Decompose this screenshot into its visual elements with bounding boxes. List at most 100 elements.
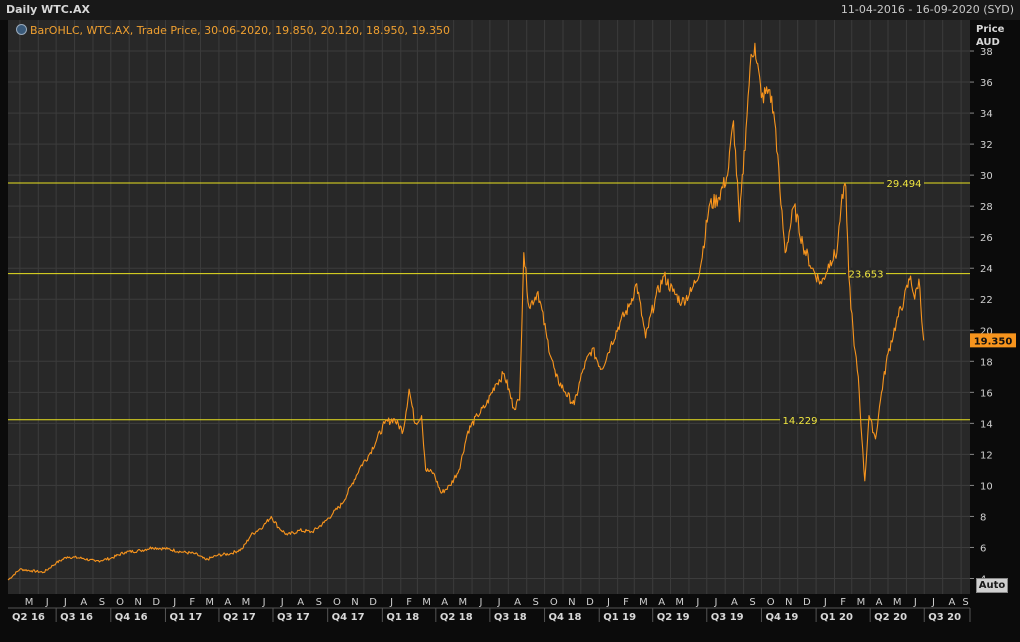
y-tick-label: 34 [980, 109, 993, 120]
x-quarter-label: Q2 18 [440, 612, 473, 623]
x-month-label: D [803, 597, 811, 608]
x-month-label: O [550, 597, 558, 608]
x-month-label: J [913, 597, 917, 608]
level-label: 23.653 [849, 270, 884, 281]
x-quarter-label: Q4 17 [332, 612, 365, 623]
y-axis-title-price: Price [976, 24, 1005, 35]
x-month-label: D [586, 597, 594, 608]
x-month-label: M [205, 597, 214, 608]
x-month-label: S [99, 597, 105, 608]
x-quarter-label: Q1 18 [386, 612, 419, 623]
x-month-label: D [369, 597, 377, 608]
last-price-marker: 19.350 [970, 333, 1016, 348]
x-month-label: O [767, 597, 775, 608]
x-month-label: M [857, 597, 866, 608]
x-month-label: O [116, 597, 124, 608]
x-month-label: N [134, 597, 141, 608]
x-quarter-label: Q2 16 [12, 612, 45, 623]
x-quarter-label: Q1 17 [169, 612, 202, 623]
y-axis: 468101214161820222426283032343638 [970, 47, 993, 585]
x-month-label: N [568, 597, 575, 608]
x-month-label: O [333, 597, 341, 608]
y-tick-label: 16 [980, 388, 993, 399]
y-tick-label: 8 [980, 512, 986, 523]
x-quarter-label: Q3 17 [277, 612, 310, 623]
x-month-label: A [658, 597, 665, 608]
auto-scale-button[interactable]: Auto [976, 578, 1008, 593]
last-price-label: 19.350 [974, 336, 1013, 347]
x-quarter-label: Q3 16 [60, 612, 93, 623]
x-month-label: S [749, 597, 755, 608]
x-month-label: J [172, 597, 176, 608]
x-month-label: M [25, 597, 34, 608]
price-series [7, 42, 925, 581]
y-tick-label: 14 [980, 419, 993, 430]
x-month-label: A [441, 597, 448, 608]
x-month-label: D [152, 597, 160, 608]
x-month-label: J [931, 597, 935, 608]
x-month-label: J [389, 597, 393, 608]
y-tick-label: 38 [980, 47, 993, 58]
y-axis-title: Price AUD [976, 23, 1004, 49]
x-month-label: F [623, 597, 629, 608]
y-tick-label: 22 [980, 295, 993, 306]
y-tick-label: 32 [980, 140, 993, 151]
x-quarter-label: Q4 16 [115, 612, 148, 623]
x-month-label: J [63, 597, 67, 608]
x-quarter-label: Q3 19 [711, 612, 744, 623]
x-month-label: A [514, 597, 521, 608]
x-month-label: S [962, 597, 968, 608]
y-tick-label: 30 [980, 171, 993, 182]
y-tick-label: 26 [980, 233, 993, 244]
x-quarter-label: Q4 18 [549, 612, 582, 623]
x-month-label: A [297, 597, 304, 608]
y-tick-label: 12 [980, 450, 993, 461]
y-tick-label: 10 [980, 481, 993, 492]
y-tick-label: 24 [980, 264, 993, 275]
x-quarter-label: Q4 19 [765, 612, 798, 623]
x-month-label: S [532, 597, 538, 608]
x-month-label: A [224, 597, 231, 608]
x-month-label: A [731, 597, 738, 608]
level-label: 29.494 [887, 179, 922, 190]
x-month-label: S [316, 597, 322, 608]
x-month-label: A [80, 597, 87, 608]
x-month-label: J [695, 597, 699, 608]
x-month-label: F [189, 597, 195, 608]
price-line [7, 42, 925, 581]
plot-area[interactable] [8, 20, 970, 594]
x-month-label: F [840, 597, 846, 608]
x-quarter-label: Q3 18 [494, 612, 527, 623]
x-month-label: J [280, 597, 284, 608]
level-label-bg [846, 267, 886, 280]
x-month-label: J [479, 597, 483, 608]
series-legend[interactable]: BarOHLC, WTC.AX, Trade Price, 30-06-2020… [16, 24, 450, 37]
x-month-label: M [422, 597, 431, 608]
x-month-label: N [785, 597, 792, 608]
x-month-label: J [606, 597, 610, 608]
last-price-box [970, 333, 1016, 348]
y-tick-label: 36 [980, 78, 993, 89]
x-quarter-label: Q2 20 [874, 612, 907, 623]
y-tick-label: 20 [980, 326, 993, 337]
x-quarter-label: Q2 17 [223, 612, 256, 623]
x-month-label: M [242, 597, 251, 608]
x-month-label: M [639, 597, 648, 608]
chart-title: Daily WTC.AX [6, 3, 90, 16]
x-month-label: J [45, 597, 49, 608]
level-lines[interactable]: 29.494 23.653 14.229 [8, 176, 970, 427]
x-month-label: J [262, 597, 266, 608]
x-month-label: A [948, 597, 955, 608]
x-month-label: A [876, 597, 883, 608]
y-tick-label: 6 [980, 543, 986, 554]
x-month-label: M [893, 597, 902, 608]
date-range: 11-04-2016 - 16-09-2020 (SYD) [840, 3, 1014, 16]
x-month-label: M [459, 597, 468, 608]
grid [8, 20, 970, 594]
title-bar: Daily WTC.AX 11-04-2016 - 16-09-2020 (SY… [0, 0, 1020, 20]
x-month-label: N [351, 597, 358, 608]
x-quarter-label: Q1 19 [603, 612, 636, 623]
info-circle-icon[interactable] [16, 24, 27, 35]
